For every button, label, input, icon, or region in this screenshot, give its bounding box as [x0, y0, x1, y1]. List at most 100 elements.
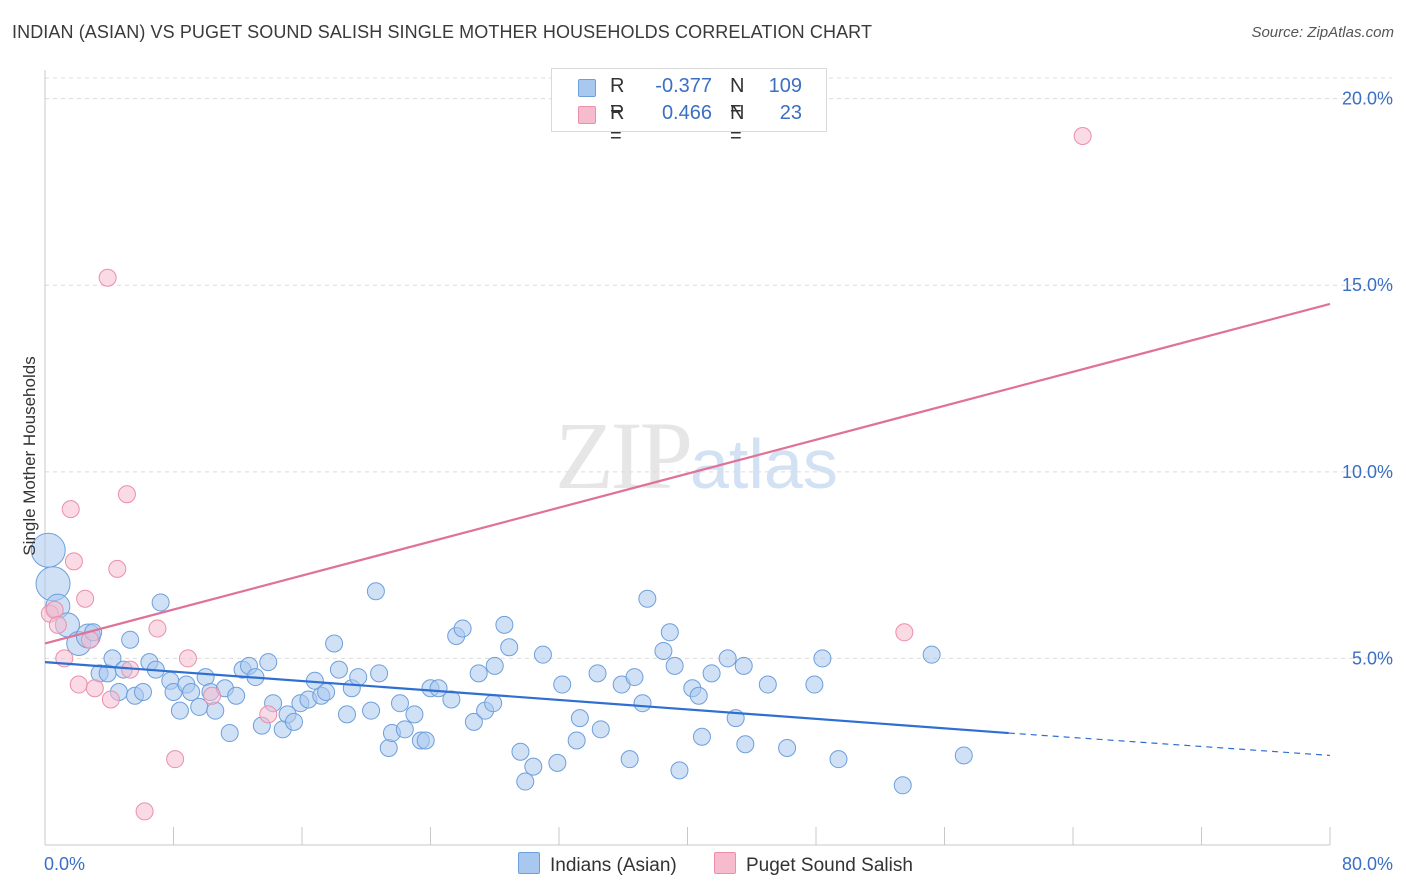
indians-point — [405, 705, 424, 724]
legend-r-value: 0.466 — [661, 102, 712, 124]
salish-point — [1073, 126, 1092, 145]
indians-point — [453, 619, 472, 638]
indians-point — [553, 675, 572, 694]
legend-n-value: 23 — [779, 102, 802, 124]
indians-point — [660, 623, 679, 642]
indians-point — [227, 686, 246, 705]
bottom-legend-label-indians: Indians (Asian) — [550, 855, 677, 876]
legend-n-label: N = — [730, 102, 745, 147]
salish-point — [85, 679, 104, 698]
indians-point — [170, 701, 189, 720]
salish-point — [108, 559, 127, 578]
indians-point — [524, 757, 543, 776]
salish-point — [76, 589, 95, 608]
indians-point — [366, 582, 385, 601]
indians-point — [390, 694, 409, 713]
salish-point — [166, 750, 185, 769]
bottom-legend-salish: Puget Sound Salish — [714, 852, 913, 877]
bottom-legend-swatch-indians — [518, 852, 540, 874]
salish-point — [117, 485, 136, 504]
y-tick-label: 5.0% — [1352, 648, 1393, 668]
indians-point — [778, 738, 797, 757]
y-tick-label: 20.0% — [1342, 89, 1393, 109]
chart-title: INDIAN (ASIAN) VS PUGET SOUND SALISH SIN… — [12, 22, 873, 42]
indians-point — [182, 683, 201, 701]
x-tick-label-min: 0.0% — [44, 854, 85, 874]
indians-point — [395, 720, 414, 739]
indians-point — [633, 694, 652, 713]
indians-point — [591, 720, 610, 739]
indians-point — [893, 776, 912, 795]
legend-n-value: 109 — [768, 75, 802, 97]
salish-point — [895, 623, 914, 642]
indians-point — [196, 668, 215, 687]
indians-point — [429, 679, 448, 698]
indians-point — [325, 634, 344, 653]
indians-point — [829, 750, 848, 769]
indians-point — [484, 694, 503, 713]
indians-point — [638, 589, 657, 608]
indians-point — [689, 686, 708, 705]
indians-point — [625, 668, 644, 687]
indians-point — [654, 641, 673, 660]
indians-point — [702, 664, 721, 683]
legend-r-label: R = — [610, 75, 625, 120]
indians-point — [665, 656, 684, 675]
indians-point — [922, 645, 941, 664]
y-tick-label: 15.0% — [1342, 275, 1393, 295]
indians-point — [469, 664, 488, 683]
legend-n-label: N = — [730, 75, 745, 120]
indians-point — [670, 761, 689, 780]
indians-point — [500, 638, 519, 657]
y-axis-label: Single Mother Households — [20, 356, 39, 556]
legend-r-value: -0.377 — [655, 75, 712, 97]
indians-point — [416, 731, 435, 750]
legend-r-label: R = — [610, 102, 625, 147]
salish-point — [259, 705, 278, 724]
indians-point — [284, 712, 303, 731]
indians-point — [588, 664, 607, 683]
indians-point — [349, 668, 368, 687]
indians-point — [337, 705, 356, 724]
chart-source: Source: ZipAtlas.com — [1251, 24, 1394, 41]
salish-point — [135, 802, 154, 821]
bottom-legend-indians: Indians (Asian) — [518, 852, 677, 877]
salish-point — [203, 686, 222, 705]
indians-point — [259, 653, 278, 672]
indians-point — [620, 750, 639, 769]
indians-point — [805, 675, 824, 694]
indians-point — [548, 753, 567, 772]
indians-trend-line-extension — [1008, 732, 1331, 757]
watermark-atlas: atlas — [690, 425, 838, 503]
salish-point — [69, 675, 88, 694]
indians-point — [813, 649, 832, 668]
indians-point — [220, 724, 239, 743]
salish-trend-line — [44, 302, 1331, 645]
salish-point — [148, 619, 167, 638]
indians-point — [692, 727, 711, 746]
x-tick-label-max: 80.0% — [1342, 854, 1393, 874]
bottom-legend-label-salish: Puget Sound Salish — [746, 855, 913, 876]
y-tick-label: 10.0% — [1342, 462, 1393, 482]
indians-point — [533, 645, 552, 664]
indians-point — [370, 664, 389, 683]
indians-point — [485, 656, 504, 675]
stats-legend: R = -0.377 N = 109 R = 0.466 N = 23 — [551, 68, 827, 147]
indians-point — [379, 738, 398, 757]
salish-point — [61, 500, 80, 519]
indians-point — [734, 656, 753, 675]
legend-swatch-salish — [578, 106, 596, 124]
indians-point — [121, 630, 140, 649]
indians-point — [151, 593, 170, 612]
bottom-legend-swatch-salish — [714, 852, 736, 874]
legend-swatch-indians — [578, 79, 596, 97]
salish-point — [98, 268, 117, 287]
salish-point — [45, 600, 64, 619]
indians-point — [362, 701, 381, 720]
indians-point — [736, 735, 755, 754]
salish-point — [48, 615, 67, 634]
indians-point — [567, 731, 586, 750]
indians-point — [511, 742, 530, 761]
indians-point — [133, 683, 152, 701]
indians-point — [758, 675, 777, 694]
